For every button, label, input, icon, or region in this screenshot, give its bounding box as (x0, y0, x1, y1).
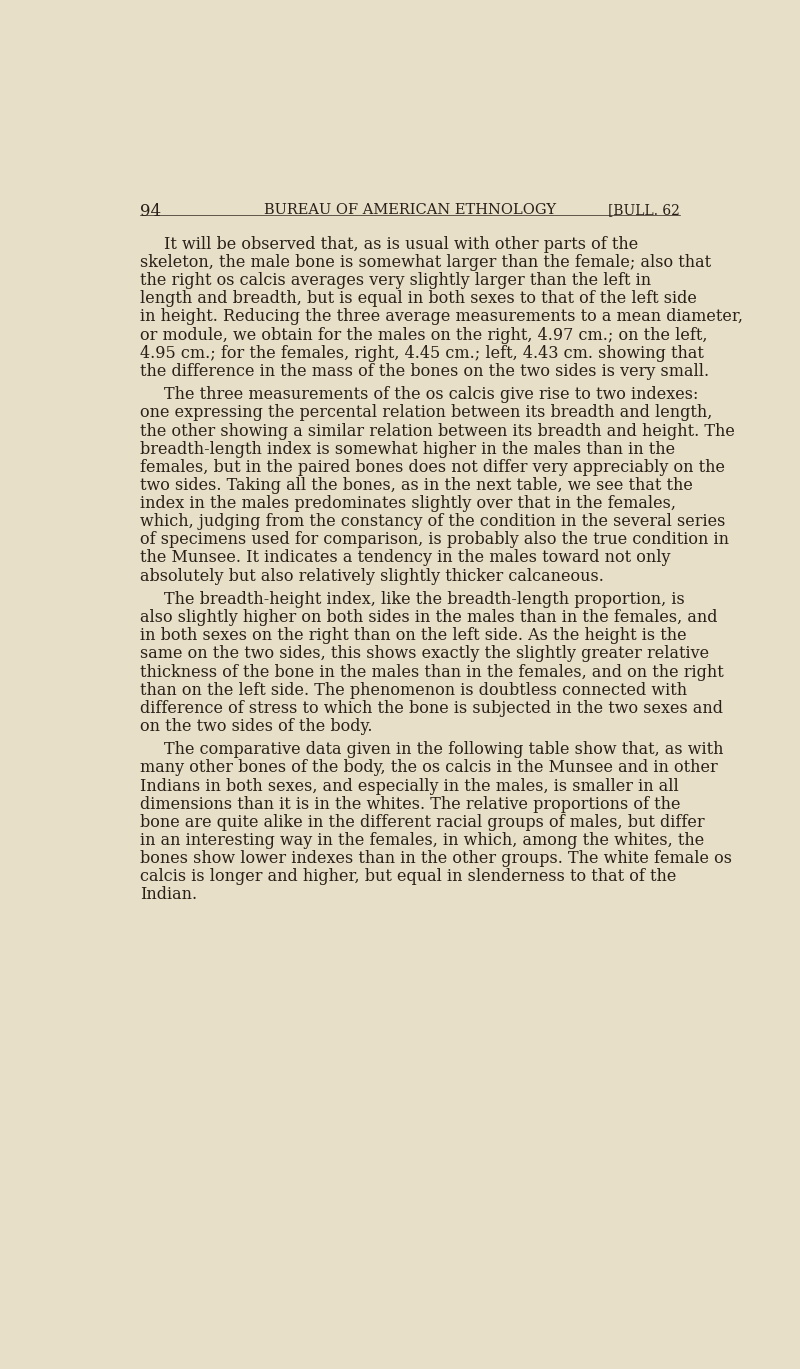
Text: dimensions than it is in the whites. The relative proportions of the: dimensions than it is in the whites. The… (140, 795, 681, 813)
Text: length and breadth, but is equal in both sexes to that of the left side: length and breadth, but is equal in both… (140, 290, 697, 308)
Text: The comparative data given in the following table show that, as with: The comparative data given in the follow… (164, 741, 723, 758)
Text: The breadth-height index, like the breadth-length proportion, is: The breadth-height index, like the bread… (164, 591, 685, 608)
Text: the Munsee. It indicates a tendency in the males toward not only: the Munsee. It indicates a tendency in t… (140, 549, 670, 567)
Text: 4.95 cm.; for the females, right, 4.45 cm.; left, 4.43 cm. showing that: 4.95 cm.; for the females, right, 4.45 c… (140, 345, 704, 361)
Text: than on the left side. The phenomenon is doubtless connected with: than on the left side. The phenomenon is… (140, 682, 687, 698)
Text: [BULL. 62: [BULL. 62 (608, 203, 680, 218)
Text: index in the males predominates slightly over that in the females,: index in the males predominates slightly… (140, 496, 676, 512)
Text: females, but in the paired bones does not differ very appreciably on the: females, but in the paired bones does no… (140, 459, 726, 476)
Text: in an interesting way in the females, in which, among the whites, the: in an interesting way in the females, in… (140, 832, 705, 849)
Text: the right os calcis averages very slightly larger than the left in: the right os calcis averages very slight… (140, 272, 651, 289)
Text: bones show lower indexes than in the other groups. The white female os: bones show lower indexes than in the oth… (140, 850, 732, 867)
Text: the other showing a similar relation between its breadth and height. The: the other showing a similar relation bet… (140, 423, 735, 439)
Text: breadth-length index is somewhat higher in the males than in the: breadth-length index is somewhat higher … (140, 441, 675, 457)
Text: bone are quite alike in the different racial groups of males, but differ: bone are quite alike in the different ra… (140, 813, 705, 831)
Text: Indian.: Indian. (140, 886, 198, 904)
Text: two sides. Taking all the bones, as in the next table, we see that the: two sides. Taking all the bones, as in t… (140, 476, 693, 494)
Text: on the two sides of the body.: on the two sides of the body. (140, 717, 373, 735)
Text: Indians in both sexes, and especially in the males, is smaller in all: Indians in both sexes, and especially in… (140, 778, 679, 794)
Text: BUREAU OF AMERICAN ETHNOLOGY: BUREAU OF AMERICAN ETHNOLOGY (264, 203, 556, 218)
Text: same on the two sides, this shows exactly the slightly greater relative: same on the two sides, this shows exactl… (140, 645, 710, 663)
Text: difference of stress to which the bone is subjected in the two sexes and: difference of stress to which the bone i… (140, 700, 723, 717)
Text: skeleton, the male bone is somewhat larger than the female; also that: skeleton, the male bone is somewhat larg… (140, 255, 711, 271)
Text: which, judging from the constancy of the condition in the several series: which, judging from the constancy of the… (140, 513, 726, 530)
Text: or module, we obtain for the males on the right, 4.97 cm.; on the left,: or module, we obtain for the males on th… (140, 327, 708, 344)
Text: one expressing the percental relation between its breadth and length,: one expressing the percental relation be… (140, 404, 713, 422)
Text: the difference in the mass of the bones on the two sides is very small.: the difference in the mass of the bones … (140, 363, 710, 379)
Text: in height. Reducing the three average measurements to a mean diameter,: in height. Reducing the three average me… (140, 308, 743, 326)
Text: thickness of the bone in the males than in the females, and on the right: thickness of the bone in the males than … (140, 664, 724, 680)
Text: in both sexes on the right than on the left side. As the height is the: in both sexes on the right than on the l… (140, 627, 687, 645)
Text: absolutely but also relatively slightly thicker calcaneous.: absolutely but also relatively slightly … (140, 568, 604, 585)
Text: many other bones of the body, the os calcis in the Munsee and in other: many other bones of the body, the os cal… (140, 760, 718, 776)
Text: of specimens used for comparison, is probably also the true condition in: of specimens used for comparison, is pro… (140, 531, 730, 549)
Text: also slightly higher on both sides in the males than in the females, and: also slightly higher on both sides in th… (140, 609, 718, 626)
Text: It will be observed that, as is usual with other parts of the: It will be observed that, as is usual wi… (164, 235, 638, 253)
Text: 94: 94 (140, 203, 162, 220)
Text: The three measurements of the os calcis give rise to two indexes:: The three measurements of the os calcis … (164, 386, 698, 404)
Text: calcis is longer and higher, but equal in slenderness to that of the: calcis is longer and higher, but equal i… (140, 868, 677, 886)
